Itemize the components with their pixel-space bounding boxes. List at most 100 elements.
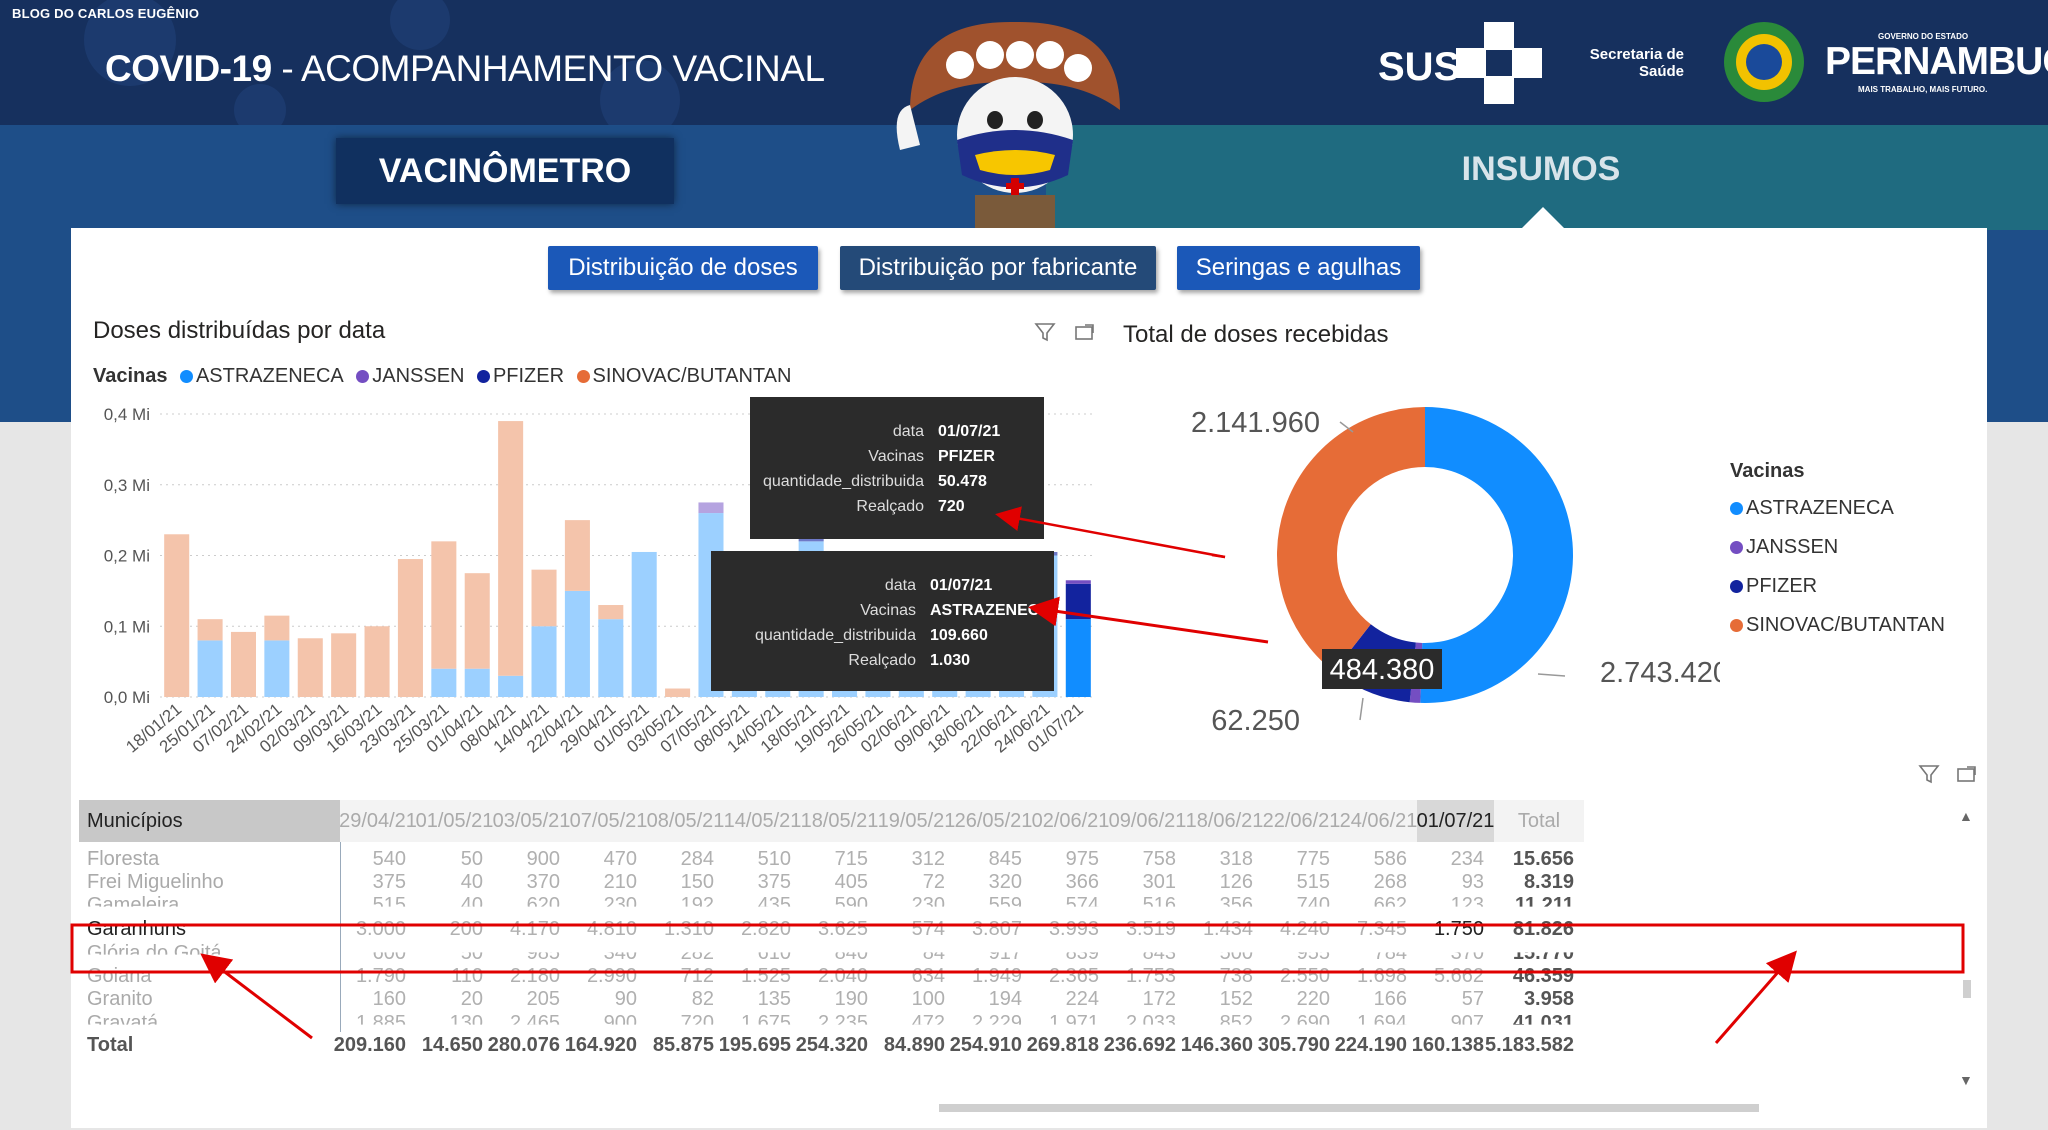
column-header-municipios[interactable]: Municípios bbox=[79, 800, 340, 842]
bar-sinovacbutantan-8[interactable] bbox=[431, 541, 457, 669]
table-cell: 715 bbox=[834, 848, 868, 870]
y-tick-label: 0,1 Mi bbox=[104, 617, 150, 636]
table-cell: 852 bbox=[1219, 1012, 1253, 1034]
bar-astrazeneca-12[interactable] bbox=[564, 590, 590, 697]
column-header[interactable]: 08/05/21 bbox=[647, 800, 724, 842]
table-cell: 1.698 bbox=[1356, 965, 1407, 987]
column-header[interactable]: 29/04/21 bbox=[339, 800, 417, 842]
seringas-agulhas-button[interactable]: Seringas e agulhas bbox=[1177, 246, 1420, 290]
table-row-municipio[interactable]: Granito bbox=[87, 988, 153, 1010]
bar-sinovacbutantan-5[interactable] bbox=[331, 633, 357, 697]
bar-astrazeneca-10[interactable] bbox=[498, 675, 524, 697]
donut-value-label: 2.743.420 bbox=[1600, 657, 1720, 689]
table-cell: 194 bbox=[988, 988, 1022, 1010]
bar-astrazeneca-27[interactable] bbox=[1065, 619, 1091, 697]
column-header[interactable]: 01/07/21 bbox=[1417, 800, 1494, 842]
legend-pfizer[interactable]: PFIZER bbox=[492, 365, 565, 387]
focus-mode-icon[interactable] bbox=[1074, 322, 1096, 342]
distribuicao-doses-button[interactable]: Distribuição de doses bbox=[548, 246, 818, 290]
bar-janssen-16[interactable] bbox=[698, 502, 724, 514]
tab-insumos[interactable]: INSUMOS bbox=[1461, 150, 1621, 188]
column-header[interactable]: 07/05/21 bbox=[570, 800, 647, 842]
bar-astrazeneca-8[interactable] bbox=[431, 668, 457, 697]
vertical-scrollbar[interactable] bbox=[1963, 980, 1971, 998]
donut-slice-sinovacbutantan[interactable] bbox=[1277, 407, 1425, 672]
distribuicao-fabricante-button[interactable]: Distribuição por fabricante bbox=[840, 246, 1156, 290]
table-row-municipio[interactable]: Gravatá bbox=[87, 1012, 159, 1034]
donut-legend-astrazeneca[interactable]: ASTRAZENECA bbox=[1746, 497, 1894, 519]
table-total-cell: 254.910 bbox=[949, 1034, 1022, 1056]
table-focus-mode-icon[interactable] bbox=[1956, 764, 1978, 784]
bar-pfizer-27[interactable] bbox=[1065, 583, 1091, 620]
column-header[interactable]: 02/06/21 bbox=[1032, 800, 1109, 842]
title-bold: COVID-19 bbox=[105, 48, 272, 89]
donut-legend-janssen[interactable]: JANSSEN bbox=[1746, 536, 1839, 558]
column-header[interactable]: 14/05/21 bbox=[724, 800, 801, 842]
table-row-municipio[interactable]: Garanhuns bbox=[87, 918, 186, 940]
column-header[interactable]: 03/05/21 bbox=[493, 800, 570, 842]
table-cell: 1.694 bbox=[1356, 1012, 1407, 1034]
legend-janssen[interactable]: JANSSEN bbox=[372, 365, 465, 387]
column-header[interactable]: Total bbox=[1494, 800, 1584, 842]
bar-sinovacbutantan-2[interactable] bbox=[230, 631, 257, 697]
donut-leader-line bbox=[1537, 673, 1566, 677]
table-cell: 510 bbox=[757, 848, 791, 870]
table-total-cell: 146.360 bbox=[1180, 1034, 1253, 1056]
bar-sinovacbutantan-12[interactable] bbox=[564, 520, 590, 591]
donut-value-label: 2.141.960 bbox=[1191, 407, 1320, 439]
bar-astrazeneca-13[interactable] bbox=[598, 619, 624, 697]
column-header[interactable]: 22/06/21 bbox=[1263, 800, 1340, 842]
donut-legend-pfizer[interactable]: PFIZER bbox=[1746, 575, 1818, 597]
table-row-municipio[interactable]: Floresta bbox=[87, 848, 160, 870]
bar-astrazeneca-9[interactable] bbox=[464, 668, 490, 697]
scroll-down-icon[interactable]: ▼ bbox=[1959, 1072, 1973, 1088]
bar-sinovacbutantan-0[interactable] bbox=[164, 534, 190, 697]
table-cell: 586 bbox=[1373, 848, 1407, 870]
table-cell: 840 bbox=[834, 942, 868, 964]
bar-sinovacbutantan-3[interactable] bbox=[264, 615, 290, 641]
tab-vacinometro[interactable]: VACINÔMETRO bbox=[336, 138, 674, 204]
scroll-up-icon[interactable]: ▲ bbox=[1959, 808, 1973, 824]
column-header[interactable]: 01/05/21 bbox=[416, 800, 493, 842]
bar-sinovacbutantan-7[interactable] bbox=[397, 559, 423, 697]
bar-astrazeneca-1[interactable] bbox=[197, 640, 223, 697]
filter-icon[interactable] bbox=[1034, 322, 1056, 342]
table-row-municipio[interactable]: Glória do Goitá bbox=[87, 942, 222, 964]
table-cell: 2.033 bbox=[1125, 1012, 1176, 1034]
table-cell: 900 bbox=[526, 848, 560, 870]
bar-sinovacbutantan-13[interactable] bbox=[598, 605, 624, 620]
horizontal-scrollbar[interactable] bbox=[939, 1104, 1759, 1112]
bar-sinovacbutantan-1[interactable] bbox=[197, 619, 223, 641]
table-cell: 516 bbox=[1142, 894, 1176, 916]
table-cell: 500 bbox=[1219, 942, 1253, 964]
column-header[interactable]: 09/06/21 bbox=[1109, 800, 1186, 842]
column-header[interactable]: 18/06/21 bbox=[1186, 800, 1263, 842]
column-header[interactable]: 24/06/21 bbox=[1340, 800, 1417, 842]
table-row-municipio[interactable]: Frei Miguelinho bbox=[87, 871, 224, 893]
column-header[interactable]: 19/05/21 bbox=[878, 800, 955, 842]
column-header[interactable]: 18/05/21 bbox=[801, 800, 878, 842]
donut-legend-sinovac[interactable]: SINOVAC/BUTANTAN bbox=[1746, 614, 1945, 636]
bar-pfizer-19[interactable] bbox=[798, 537, 824, 542]
bar-janssen-27[interactable] bbox=[1065, 580, 1091, 584]
bar-astrazeneca-11[interactable] bbox=[531, 626, 557, 697]
bar-sinovacbutantan-4[interactable] bbox=[297, 638, 323, 697]
tooltip-value: 01/07/21 bbox=[938, 423, 1001, 440]
bar-sinovacbutantan-15[interactable] bbox=[665, 688, 691, 697]
bar-astrazeneca-14[interactable] bbox=[631, 551, 657, 697]
bar-sinovacbutantan-9[interactable] bbox=[464, 573, 490, 669]
table-cell: 559 bbox=[988, 894, 1022, 916]
table-row-municipio[interactable]: Goiana bbox=[87, 965, 152, 987]
secretaria-saude-label: Secretaria de Saúde bbox=[1589, 46, 1684, 80]
table-filter-icon[interactable] bbox=[1918, 764, 1940, 784]
bar-sinovacbutantan-6[interactable] bbox=[364, 626, 390, 697]
donut-slice-astrazeneca[interactable] bbox=[1420, 407, 1573, 703]
legend-astrazeneca[interactable]: ASTRAZENECA bbox=[195, 365, 344, 387]
table-cell: 955 bbox=[1296, 942, 1330, 964]
table-row-municipio[interactable]: Gameleira bbox=[87, 894, 180, 916]
bar-astrazeneca-3[interactable] bbox=[264, 640, 290, 697]
bar-sinovacbutantan-10[interactable] bbox=[498, 421, 524, 676]
column-header[interactable]: 26/05/21 bbox=[955, 800, 1032, 842]
legend-sinovac[interactable]: SINOVAC/BUTANTAN bbox=[592, 365, 792, 387]
bar-sinovacbutantan-11[interactable] bbox=[531, 569, 557, 627]
